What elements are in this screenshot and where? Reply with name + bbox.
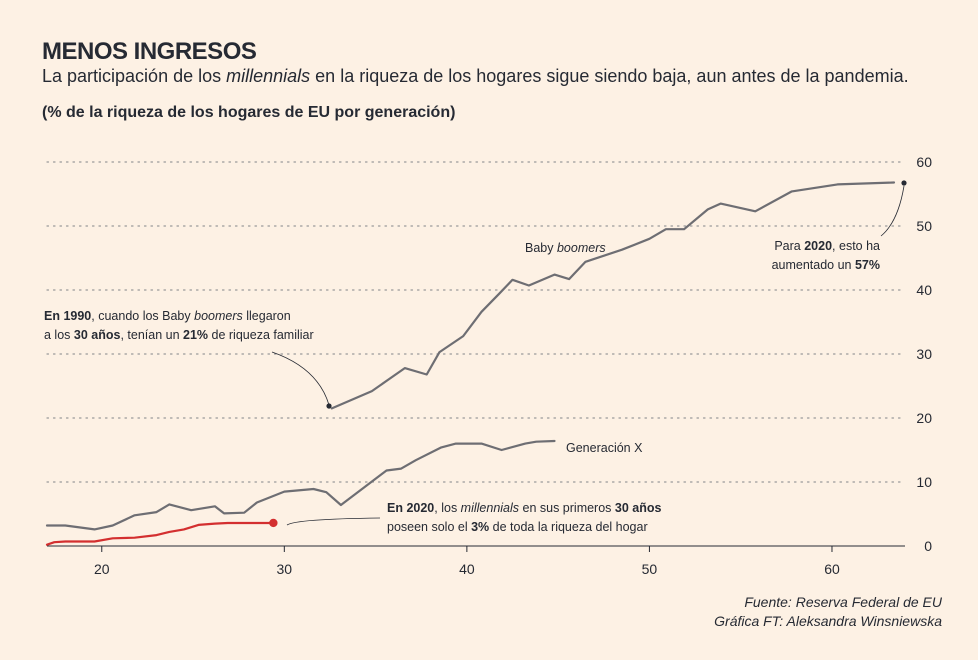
x-tick-label: 60 — [824, 561, 840, 577]
source-credit: Fuente: Reserva Federal de EU Gráfica FT… — [714, 593, 942, 631]
note-1990-line2: a los 30 años, tenían un 21% de riqueza … — [44, 328, 314, 342]
note-2020-line2: aumentado un 57% — [772, 258, 880, 272]
note-1990-line1: En 1990, cuando los Baby boomers llegaro… — [44, 309, 291, 323]
x-tick-label: 50 — [642, 561, 658, 577]
note-mill-line2: poseen solo el 3% de toda la riqueza del… — [387, 520, 648, 534]
series-lines — [45, 181, 896, 546]
subtitle-text-1: La participación de los — [42, 66, 227, 86]
unit-label: (% de la riqueza de los hogares de EU po… — [42, 104, 456, 121]
millennials-end-marker — [269, 518, 278, 528]
series-line-generaci-n-x — [45, 439, 556, 531]
y-tick-label: 30 — [916, 346, 932, 362]
note-mill-leader — [286, 517, 381, 526]
y-tick-label: 40 — [916, 282, 932, 298]
note-2020-leader — [880, 185, 905, 237]
series-line-millennials — [45, 521, 275, 546]
y-tick-label: 10 — [916, 474, 932, 490]
subtitle-em: millennials — [226, 66, 311, 86]
x-tick-label: 40 — [459, 561, 475, 577]
y-tick-label: 0 — [924, 538, 932, 554]
note-mill-line1: En 2020, los millennials en sus primeros… — [387, 501, 662, 515]
series-line-baby-boomers — [330, 181, 896, 410]
chart-title: MENOS INGRESOS — [42, 38, 257, 65]
genx-label: Generación X — [566, 441, 643, 455]
grid-lines — [46, 161, 906, 483]
x-tick-label: 20 — [94, 561, 110, 577]
source-text: Fuente: Reserva Federal de EU — [744, 594, 942, 610]
chart-subtitle: La participación de los millennials en l… — [42, 66, 909, 87]
note-1990-dot — [326, 403, 332, 409]
baby-boomers-label: Baby boomers — [525, 241, 606, 255]
x-axis: 20 30 40 50 60 — [47, 545, 905, 577]
credit-text: Gráfica FT: Aleksandra Winsniewska — [714, 613, 942, 629]
note-1990-leader — [271, 351, 330, 406]
note-2020-dot — [901, 180, 907, 186]
x-tick-label: 30 — [277, 561, 293, 577]
subtitle-text-2: en la riqueza de los hogares sigue siend… — [310, 66, 909, 86]
y-tick-labels: 0 10 20 30 40 50 60 — [916, 154, 932, 554]
note-2020-line1: Para 2020, esto ha — [774, 239, 880, 253]
y-tick-label: 60 — [916, 154, 932, 170]
y-tick-label: 50 — [916, 218, 932, 234]
y-tick-label: 20 — [916, 410, 932, 426]
